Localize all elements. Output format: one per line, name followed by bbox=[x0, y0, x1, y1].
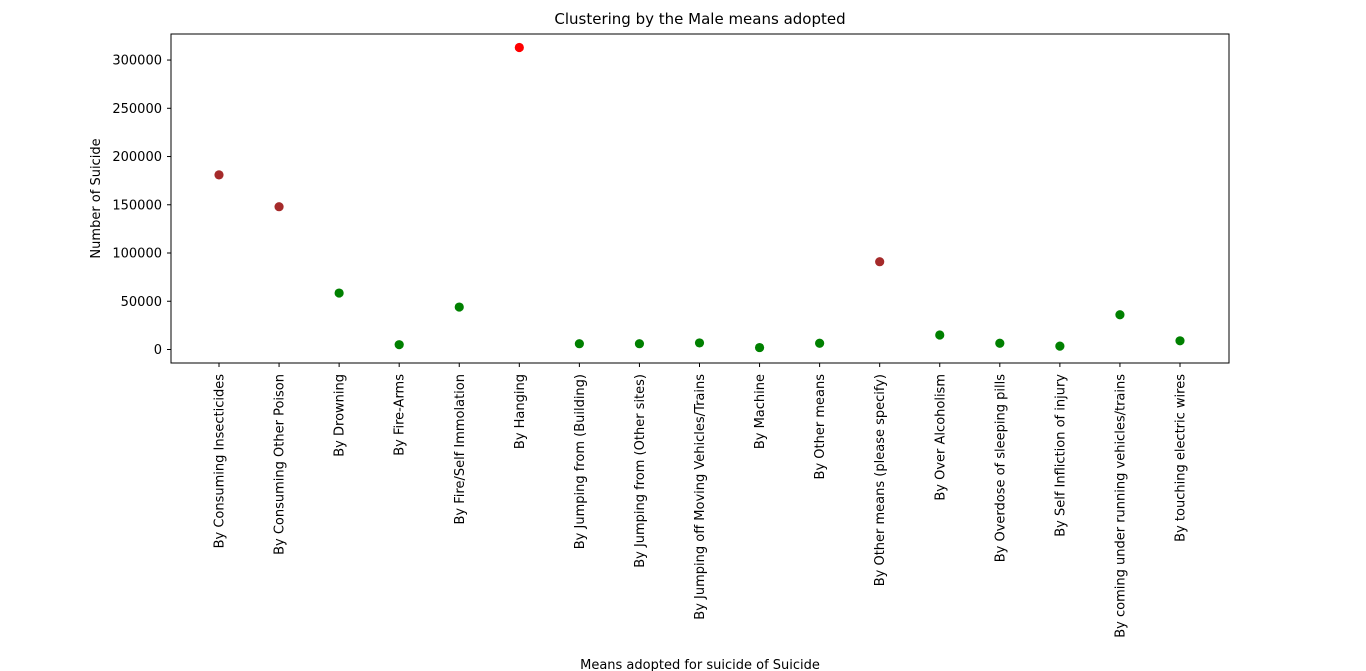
data-point bbox=[334, 288, 344, 298]
data-point bbox=[274, 202, 284, 212]
y-tick-label: 150000 bbox=[112, 198, 162, 213]
x-axis-ticks: By Consuming Insecticides By Consuming Ot… bbox=[213, 363, 1189, 638]
data-point bbox=[754, 342, 765, 353]
data-point bbox=[214, 170, 224, 180]
x-tick-label: By Fire-Arms bbox=[393, 374, 408, 456]
data-point bbox=[454, 302, 464, 312]
data-points bbox=[214, 42, 1185, 353]
data-point bbox=[514, 42, 524, 53]
data-point bbox=[1175, 336, 1185, 346]
y-tick-label: 200000 bbox=[112, 150, 162, 165]
y-axis-ticks: 0 50000 100000 150000 200000 250000 300000 bbox=[112, 54, 171, 358]
x-tick-label: By Jumping from (Building) bbox=[573, 374, 588, 549]
data-point bbox=[394, 340, 404, 350]
data-point bbox=[1055, 341, 1065, 351]
y-tick-label: 0 bbox=[154, 343, 162, 358]
x-tick-label: By Jumping off Moving Vehicles/Trains bbox=[693, 374, 708, 620]
x-tick-label: By touching electric wires bbox=[1174, 374, 1189, 542]
x-tick-label: By Consuming Insecticides bbox=[213, 374, 228, 549]
x-tick-label: By Machine bbox=[753, 374, 768, 449]
x-tick-label: By Other means bbox=[813, 374, 828, 480]
x-tick-label: By Self Infliction of injury bbox=[1053, 374, 1068, 537]
plot-frame bbox=[170, 33, 1230, 364]
x-tick-label: By Consuming Other Poison bbox=[273, 374, 288, 555]
y-tick-label: 300000 bbox=[112, 54, 162, 69]
data-point bbox=[694, 338, 705, 348]
data-point bbox=[815, 338, 825, 348]
data-point bbox=[995, 338, 1005, 348]
x-tick-label: By Other means (please specify) bbox=[873, 374, 888, 586]
x-tick-label: By Drowning bbox=[333, 374, 348, 457]
y-tick-label: 250000 bbox=[112, 102, 162, 117]
chart-title: Clustering by the Male means adopted bbox=[554, 10, 845, 28]
x-tick-label: By Over Alcoholism bbox=[933, 374, 948, 501]
x-axis-label: Means adopted for suicide of Suicide bbox=[580, 658, 820, 671]
x-tick-label: By Overdose of sleeping pills bbox=[993, 374, 1008, 563]
data-point bbox=[634, 339, 645, 349]
x-tick-label: By Jumping from (Other sites) bbox=[633, 374, 648, 568]
data-point bbox=[935, 330, 945, 340]
data-point bbox=[1115, 310, 1125, 320]
x-tick-label: By coming under running vehicles/trains bbox=[1113, 374, 1128, 638]
y-axis-label: Number of Suicide bbox=[89, 138, 104, 258]
y-tick-label: 100000 bbox=[112, 247, 162, 262]
x-tick-label: By Hanging bbox=[513, 374, 528, 449]
data-point bbox=[574, 339, 584, 349]
data-point bbox=[875, 257, 885, 267]
y-tick-label: 50000 bbox=[121, 295, 162, 310]
x-tick-label: By Fire/Self Immolation bbox=[453, 374, 468, 525]
